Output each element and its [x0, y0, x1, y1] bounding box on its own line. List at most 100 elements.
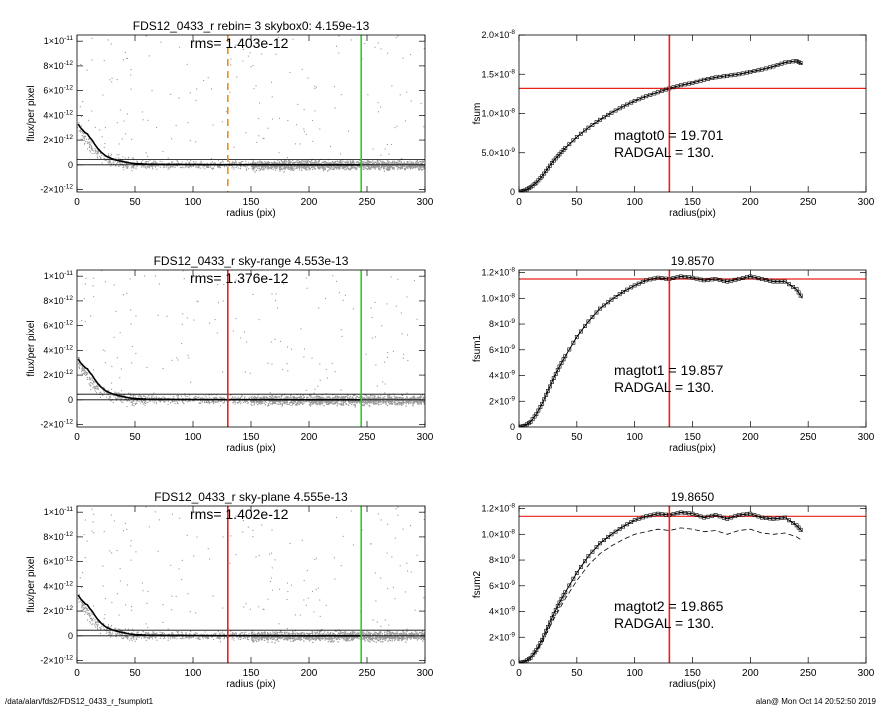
pixel-point: [421, 162, 423, 164]
pixel-point: [353, 404, 355, 406]
pixel-point: [152, 395, 154, 397]
pixel-point: [362, 404, 364, 406]
pixel-point: [122, 397, 124, 399]
pixel-point: [145, 35, 147, 37]
pixel-point: [370, 167, 373, 169]
pixel-point: [167, 168, 169, 170]
pixel-point: [309, 162, 311, 164]
pixel-point: [390, 162, 392, 164]
pixel-point: [298, 161, 300, 163]
pixel-point: [407, 401, 409, 404]
pixel-point: [384, 361, 386, 363]
pixel-point: [367, 400, 369, 403]
pixel-point: [380, 163, 383, 165]
growth-marker: [690, 80, 695, 85]
pixel-point: [377, 397, 379, 399]
pixel-point: [380, 397, 382, 399]
growth-marker: [519, 189, 523, 192]
pixel-point: [384, 397, 386, 399]
pixel-point: [149, 165, 151, 167]
pixel-point: [352, 160, 354, 162]
pixel-point: [372, 163, 374, 165]
pixel-point: [81, 366, 83, 368]
pixel-point: [387, 399, 389, 401]
pixel-point: [143, 166, 145, 168]
pixel-point: [369, 401, 371, 403]
pixel-point: [271, 396, 273, 399]
pixel-point: [356, 167, 358, 169]
pixel-point: [233, 146, 235, 148]
pixel-point: [83, 368, 85, 370]
pixel-point: [240, 162, 242, 164]
pixel-point: [132, 403, 134, 405]
pixel-point: [422, 169, 424, 171]
pixel-point: [233, 162, 235, 164]
pixel-point: [281, 168, 283, 170]
pixel-point: [401, 163, 403, 165]
pixel-point: [362, 398, 364, 400]
pixel-point: [299, 396, 301, 398]
pixel-point: [423, 167, 425, 169]
pixel-point: [256, 397, 258, 399]
pixel-point: [393, 166, 395, 168]
pixel-point: [386, 303, 388, 305]
pixel-point: [192, 165, 194, 167]
pixel-point: [342, 400, 344, 402]
pixel-point: [248, 397, 250, 399]
pixel-point: [276, 162, 278, 164]
pixel-point: [91, 378, 93, 380]
pixel-point: [396, 166, 398, 168]
pixel-point: [416, 400, 419, 402]
pixel-point: [252, 293, 254, 295]
pixel-point: [232, 163, 234, 165]
pixel-point: [91, 149, 93, 151]
pixel-point: [413, 164, 415, 166]
pixel-point: [377, 401, 379, 404]
y-tick-label: 4×10-9: [489, 370, 515, 381]
pixel-point: [367, 94, 369, 96]
pixel-point: [370, 165, 373, 168]
growth-marker: [740, 276, 745, 281]
pixel-point: [223, 402, 225, 404]
pixel-point: [275, 166, 277, 168]
pixel-point: [408, 403, 410, 405]
growth-marker: [519, 424, 523, 427]
pixel-point: [369, 163, 371, 165]
pixel-point: [104, 127, 106, 129]
pixel-point: [334, 166, 336, 168]
pixel-point: [397, 35, 399, 37]
pixel-point: [255, 166, 257, 168]
pixel-point: [372, 400, 374, 402]
pixel-point: [181, 323, 183, 325]
pixel-point: [115, 399, 117, 401]
pixel-point: [109, 396, 111, 398]
growth-marker: [542, 397, 547, 402]
pixel-point: [390, 397, 392, 400]
pixel-point: [214, 162, 216, 164]
pixel-point: [359, 166, 361, 168]
pixel-point: [112, 402, 114, 404]
pixel-point: [320, 396, 322, 398]
pixel-point: [81, 130, 83, 132]
pixel-point: [364, 42, 366, 44]
pixel-point: [405, 398, 407, 400]
pixel-point: [281, 166, 283, 168]
pixel-point: [157, 165, 159, 167]
pixel-point: [218, 165, 220, 167]
pixel-point: [377, 102, 379, 104]
growth-marker: [594, 120, 599, 125]
pixel-point: [278, 168, 281, 170]
pixel-point: [291, 166, 293, 168]
pixel-point: [271, 162, 273, 165]
pixel-point: [282, 368, 284, 370]
pixel-point: [373, 396, 375, 398]
pixel-point: [303, 348, 305, 350]
pixel-point: [407, 398, 409, 400]
pixel-point: [113, 160, 115, 162]
pixel-point: [307, 77, 309, 79]
pixel-point: [305, 162, 307, 164]
pixel-point: [204, 402, 206, 404]
pixel-point: [148, 166, 150, 168]
growth-marker: [636, 97, 641, 102]
pixel-point: [126, 57, 128, 59]
